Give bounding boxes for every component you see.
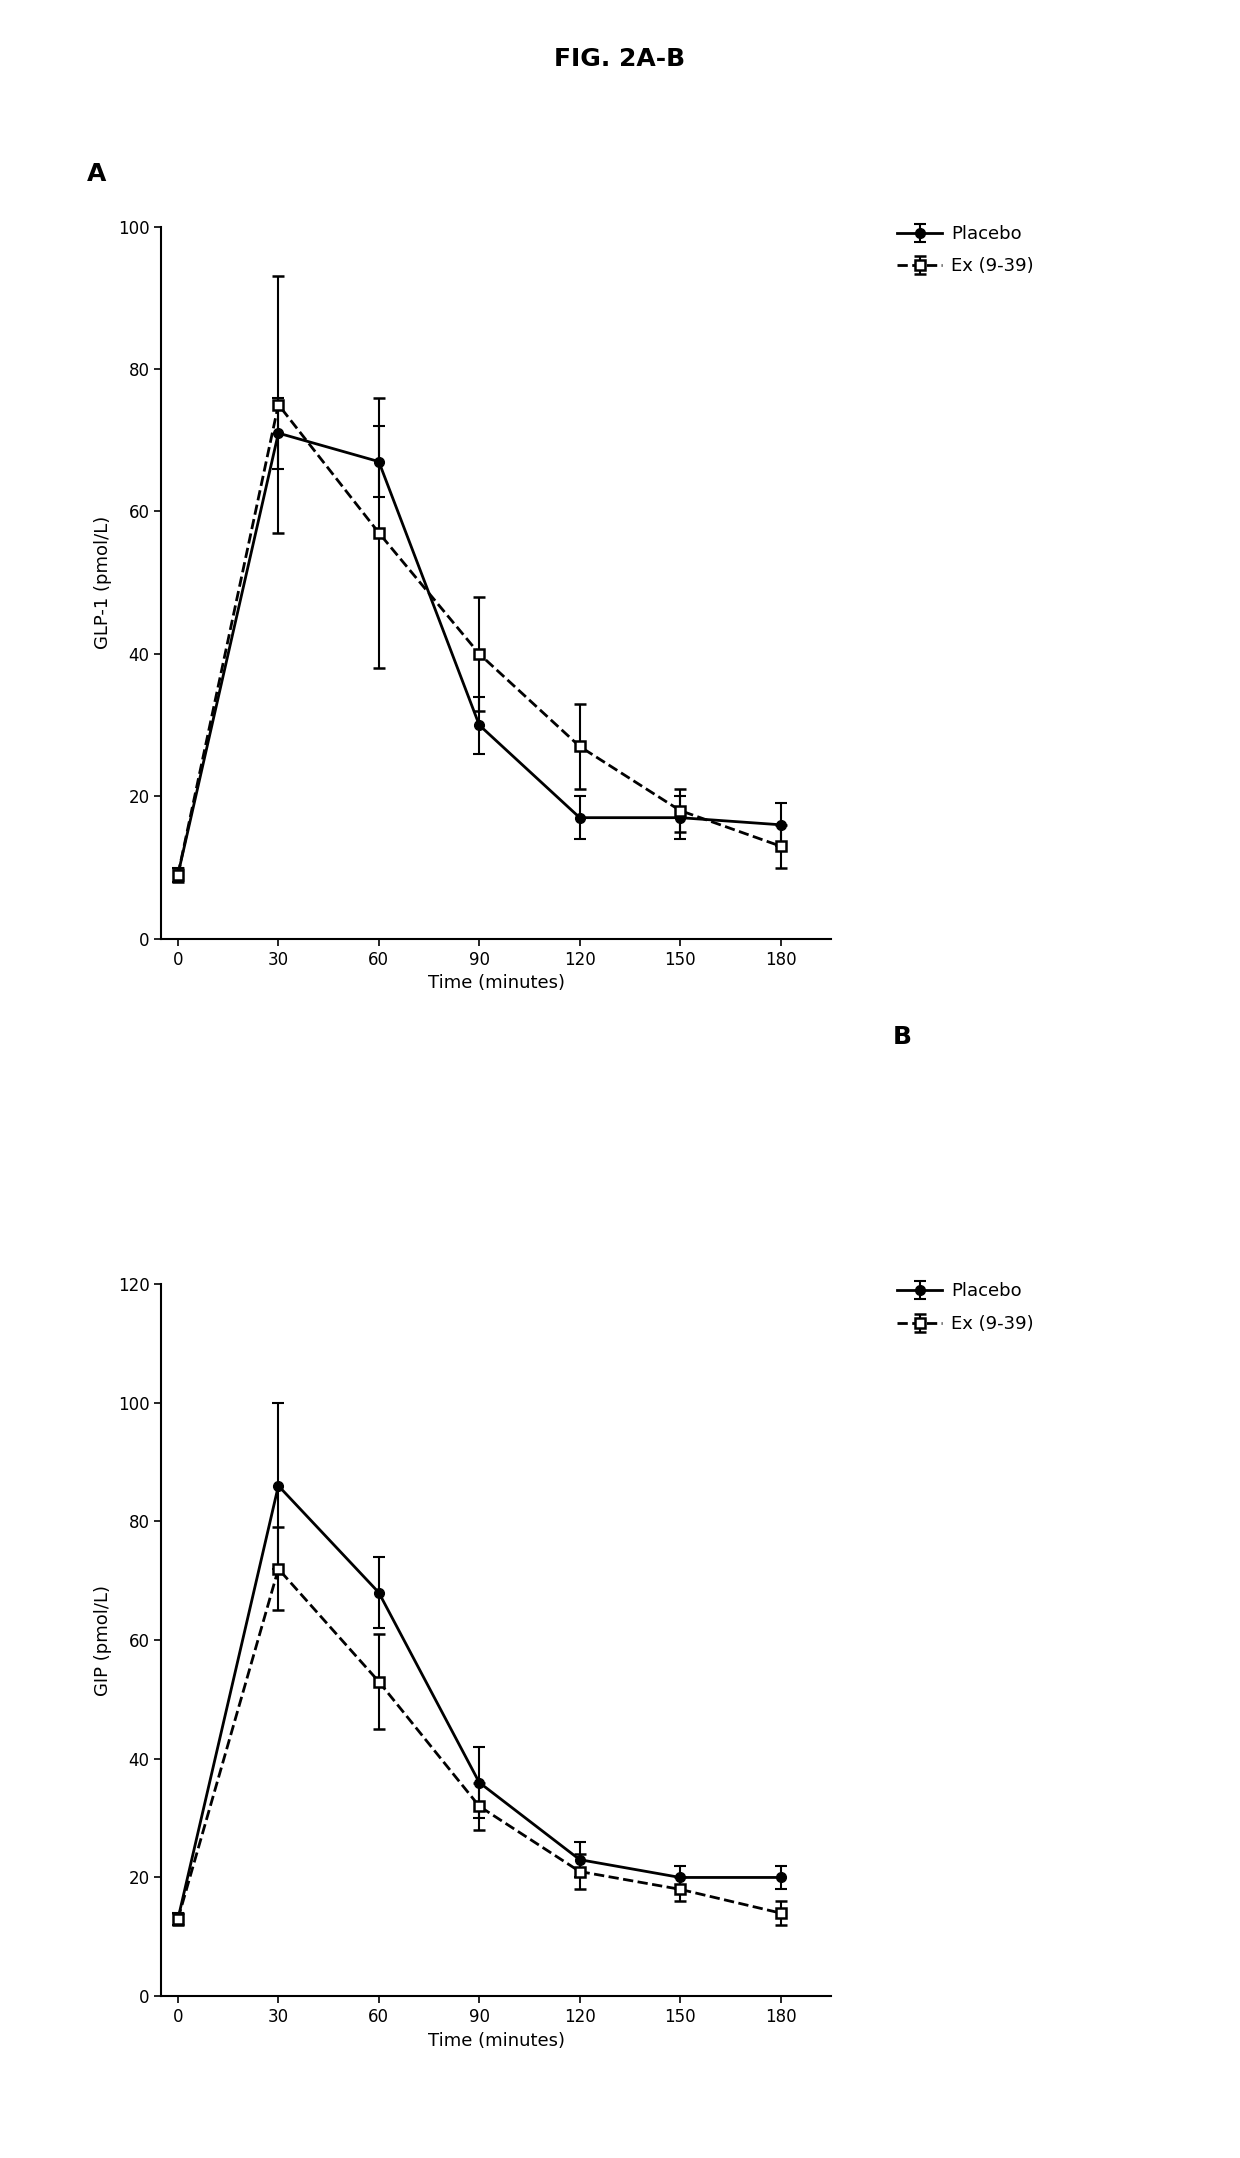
- Text: B: B: [893, 1025, 911, 1049]
- Y-axis label: GLP-1 (pmol/L): GLP-1 (pmol/L): [94, 516, 112, 650]
- Legend: Placebo, Ex (9-39): Placebo, Ex (9-39): [893, 1280, 1038, 1336]
- Legend: Placebo, Ex (9-39): Placebo, Ex (9-39): [893, 222, 1038, 278]
- Text: A: A: [87, 162, 107, 186]
- Y-axis label: GIP (pmol/L): GIP (pmol/L): [94, 1584, 112, 1696]
- Text: FIG. 2A-B: FIG. 2A-B: [554, 47, 686, 71]
- X-axis label: Time (minutes): Time (minutes): [428, 973, 564, 993]
- X-axis label: Time (minutes): Time (minutes): [428, 2031, 564, 2050]
